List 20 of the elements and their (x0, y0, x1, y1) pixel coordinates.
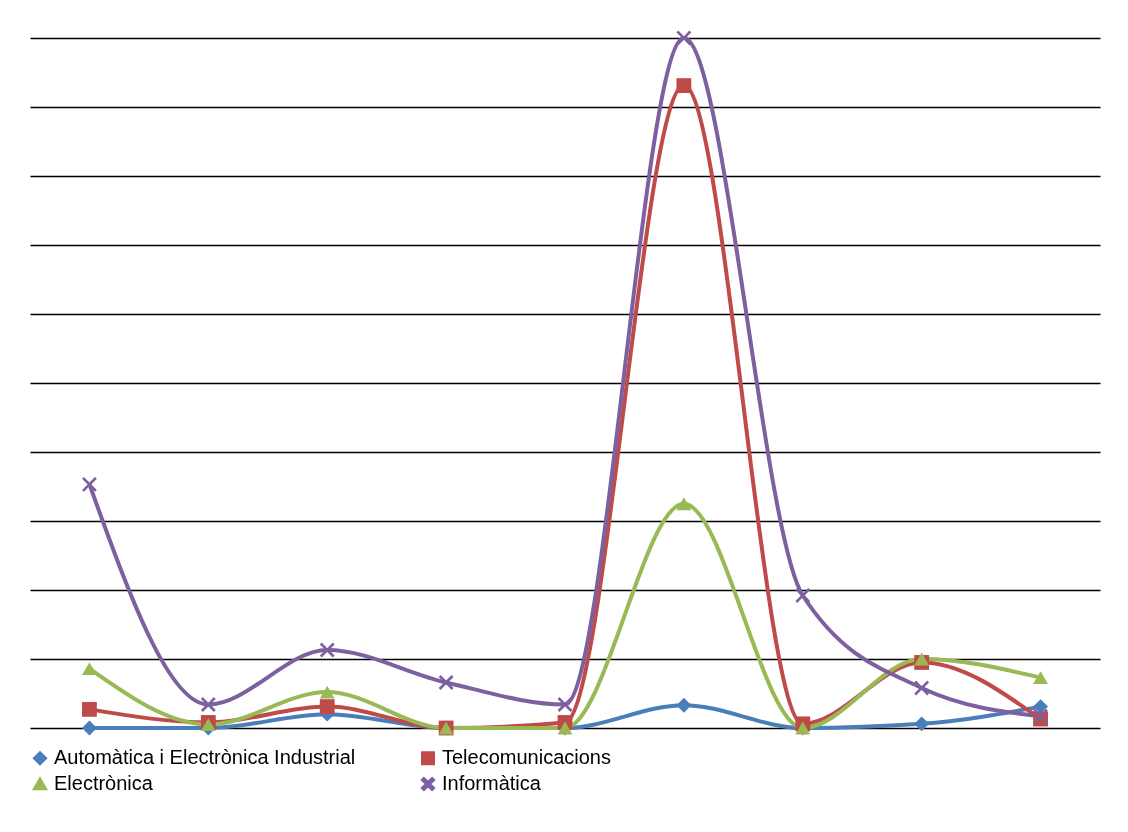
point (914, 652, 930, 666)
point (676, 78, 692, 94)
point (319, 642, 335, 658)
point (438, 675, 454, 690)
point (319, 699, 335, 715)
legend-label: Electrònica (54, 772, 154, 794)
legend-label: Informàtica (442, 772, 542, 794)
point (914, 716, 930, 732)
point (676, 697, 692, 713)
point (200, 697, 216, 712)
point (557, 697, 573, 712)
point (795, 588, 811, 603)
legend-label: Telecomunicacions (442, 746, 611, 769)
point (676, 497, 692, 511)
point (82, 662, 97, 676)
point (319, 685, 335, 699)
legend-label: Automàtica i Electrònica Industrial (54, 746, 356, 769)
point (914, 680, 930, 696)
point (82, 701, 97, 717)
point (1033, 671, 1048, 685)
